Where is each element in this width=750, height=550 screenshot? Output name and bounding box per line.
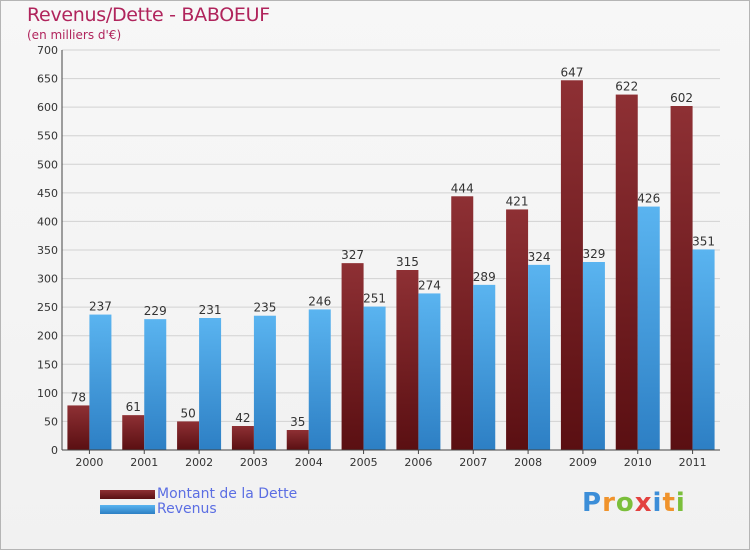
legend-item-revenue: Revenus bbox=[100, 501, 217, 517]
bar-debt bbox=[396, 270, 419, 450]
y-tick-label: 650 bbox=[37, 73, 58, 86]
data-label: 61 bbox=[126, 400, 141, 414]
bar-revenue bbox=[253, 315, 276, 450]
x-tick-label: 2001 bbox=[130, 456, 158, 469]
data-label: 274 bbox=[418, 278, 441, 292]
data-label: 351 bbox=[692, 234, 715, 248]
data-label: 329 bbox=[582, 247, 605, 261]
data-label: 35 bbox=[290, 415, 305, 429]
legend-label-debt: Montant de la Dette bbox=[157, 486, 298, 502]
data-labels: 78 237 61 229 50 231 42 235 35 246 327 251 315 274 444… bbox=[71, 65, 715, 429]
grid-lines bbox=[62, 49, 720, 451]
x-tick-label: 2003 bbox=[240, 456, 268, 469]
data-label: 327 bbox=[341, 248, 364, 262]
bar-revenue bbox=[308, 309, 331, 450]
data-label: 289 bbox=[473, 270, 496, 284]
y-tick-label: 0 bbox=[51, 444, 58, 457]
x-tick-label: 2004 bbox=[295, 456, 323, 469]
y-tick-label: 600 bbox=[37, 101, 58, 114]
x-tick-label: 2011 bbox=[679, 456, 707, 469]
x-tick-label: 2009 bbox=[569, 456, 597, 469]
legend-label-revenue: Revenus bbox=[157, 501, 217, 517]
y-tick-label: 700 bbox=[37, 44, 58, 57]
bar-revenue bbox=[363, 306, 386, 450]
x-tick-label: 2000 bbox=[75, 456, 103, 469]
bar-debt bbox=[506, 209, 529, 450]
data-label: 444 bbox=[451, 181, 474, 195]
data-label: 251 bbox=[363, 292, 386, 306]
y-tick-label: 550 bbox=[37, 130, 58, 143]
bar-debt bbox=[341, 263, 364, 450]
y-tick-label: 100 bbox=[37, 387, 58, 400]
data-label: 50 bbox=[180, 406, 195, 420]
bar-revenue bbox=[199, 318, 222, 450]
data-label: 235 bbox=[253, 301, 276, 315]
logo-letter: i bbox=[652, 488, 663, 518]
legend-item-debt: Montant de la Dette bbox=[100, 486, 297, 502]
bar-revenue bbox=[473, 284, 496, 450]
x-tick-label: 2007 bbox=[459, 456, 487, 469]
y-tick-label: 500 bbox=[37, 158, 58, 171]
x-tick-label: 2008 bbox=[514, 456, 542, 469]
bar-revenue bbox=[582, 262, 605, 450]
logo-letter: i bbox=[675, 488, 686, 518]
logo-letter: r bbox=[602, 488, 616, 518]
data-label: 246 bbox=[308, 294, 331, 308]
y-tick-label: 200 bbox=[37, 330, 58, 343]
proxiti-logo: Proxiti bbox=[582, 488, 686, 518]
data-label: 324 bbox=[528, 250, 551, 264]
legend-swatch-debt bbox=[100, 489, 155, 499]
bars bbox=[67, 80, 715, 451]
bar-revenue bbox=[528, 264, 551, 450]
bar-debt bbox=[286, 430, 309, 450]
data-label: 231 bbox=[199, 303, 222, 317]
chart-title: Revenus/Dette - BABOEUF bbox=[27, 4, 270, 26]
y-tick-label: 150 bbox=[37, 358, 58, 371]
bar-debt bbox=[670, 106, 693, 450]
data-label: 229 bbox=[144, 304, 167, 318]
y-tick-label: 50 bbox=[44, 415, 58, 428]
logo-letter: x bbox=[634, 488, 653, 518]
y-tick-label: 250 bbox=[37, 301, 58, 314]
bar-debt bbox=[560, 80, 583, 451]
data-label: 622 bbox=[615, 80, 638, 94]
data-label: 237 bbox=[89, 300, 112, 314]
bar-debt bbox=[67, 405, 90, 450]
legend-swatch-revenue bbox=[100, 504, 155, 514]
data-label: 602 bbox=[670, 91, 693, 105]
bar-revenue bbox=[418, 293, 441, 450]
y-tick-label: 400 bbox=[37, 215, 58, 228]
bar-revenue bbox=[692, 249, 715, 450]
y-tick-label: 300 bbox=[37, 273, 58, 286]
bar-debt bbox=[122, 415, 145, 450]
data-label: 421 bbox=[506, 194, 529, 208]
x-tick-label: 2002 bbox=[185, 456, 213, 469]
data-label: 78 bbox=[71, 390, 86, 404]
data-label: 426 bbox=[637, 192, 660, 206]
x-tick-label: 2005 bbox=[350, 456, 378, 469]
axes: 0501001502002503003504004505005506006507… bbox=[37, 44, 720, 469]
data-label: 42 bbox=[235, 411, 250, 425]
logo-letter: t bbox=[662, 488, 676, 518]
logo-letter: P bbox=[582, 488, 603, 518]
bar-debt bbox=[177, 421, 200, 450]
y-tick-label: 450 bbox=[37, 187, 58, 200]
data-label: 647 bbox=[560, 65, 583, 79]
bar-revenue bbox=[89, 314, 112, 450]
chart-subtitle: (en milliers d'€) bbox=[27, 28, 122, 42]
logo-letter: o bbox=[615, 488, 635, 518]
bar-revenue bbox=[144, 319, 167, 450]
bar-debt bbox=[615, 94, 638, 451]
x-tick-label: 2006 bbox=[404, 456, 432, 469]
data-label: 315 bbox=[396, 255, 419, 269]
bar-revenue bbox=[637, 206, 660, 450]
y-tick-label: 350 bbox=[37, 244, 58, 257]
bar-debt bbox=[451, 196, 474, 450]
x-tick-label: 2010 bbox=[624, 456, 652, 469]
bar-debt bbox=[231, 426, 254, 450]
